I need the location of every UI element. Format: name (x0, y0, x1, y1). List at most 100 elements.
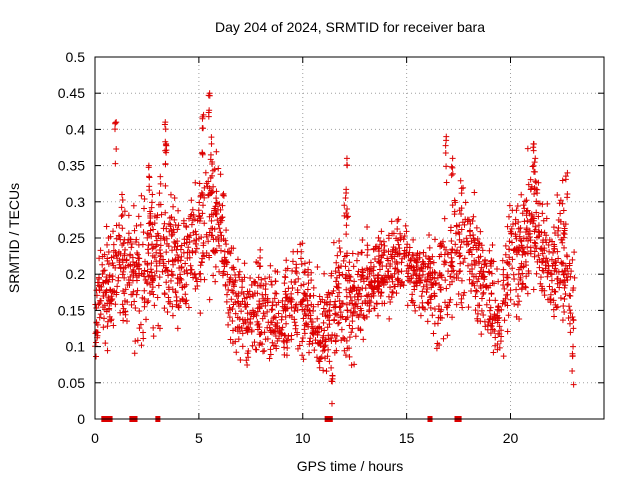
data-point (101, 315, 108, 322)
data-point (486, 315, 493, 322)
data-point (404, 241, 411, 248)
data-point (522, 284, 529, 291)
data-point (113, 222, 120, 229)
data-point (397, 283, 404, 290)
data-point (268, 319, 275, 326)
data-point (537, 274, 544, 281)
data-point (110, 253, 117, 260)
data-point (345, 267, 352, 274)
data-point (559, 317, 566, 324)
data-point (201, 276, 208, 283)
data-point (376, 266, 383, 273)
data-point (516, 298, 523, 305)
data-point (355, 251, 362, 258)
data-point (128, 268, 135, 275)
data-point (533, 270, 540, 277)
data-point (444, 332, 451, 339)
data-point (201, 220, 208, 227)
data-point (147, 266, 154, 273)
data-point (502, 242, 509, 249)
data-point (335, 280, 342, 287)
y-tick-label: 0.1 (66, 339, 86, 355)
data-point (525, 181, 532, 188)
data-point (520, 244, 526, 251)
data-point (92, 339, 99, 346)
data-point (321, 270, 328, 277)
data-point (355, 268, 362, 275)
data-point (410, 236, 417, 243)
data-point (212, 263, 219, 270)
data-point (257, 246, 264, 253)
data-point (320, 344, 327, 351)
data-point (140, 271, 147, 278)
peak-point (442, 149, 449, 156)
data-point (218, 232, 225, 239)
data-point (101, 267, 108, 274)
data-point (443, 285, 450, 292)
data-point (412, 307, 419, 314)
data-point (472, 293, 479, 300)
data-point (393, 235, 400, 242)
data-point (290, 248, 297, 255)
data-point (387, 299, 394, 306)
data-point (383, 263, 390, 270)
data-point (471, 262, 478, 269)
data-point (144, 230, 151, 237)
data-point (333, 259, 340, 266)
data-point (268, 307, 275, 314)
data-point (487, 330, 494, 337)
data-point (437, 242, 444, 249)
data-point (367, 259, 374, 266)
data-point (119, 225, 126, 232)
data-point (457, 177, 464, 184)
data-point (475, 260, 482, 267)
data-point (351, 301, 358, 308)
data-point (180, 217, 187, 224)
data-point (514, 301, 521, 308)
data-point (320, 367, 327, 374)
data-point (300, 290, 307, 297)
data-point (205, 238, 212, 245)
data-point (535, 213, 542, 220)
data-point (456, 268, 463, 275)
data-point (315, 301, 322, 308)
data-point (529, 215, 536, 222)
data-point (395, 268, 402, 275)
data-point (334, 284, 341, 291)
data-point (427, 304, 434, 311)
data-point (172, 240, 179, 247)
data-point (521, 205, 528, 212)
data-point (138, 342, 145, 349)
data-point (516, 315, 523, 322)
data-point (239, 316, 246, 323)
data-point (378, 228, 385, 235)
y-tick-label: 0.35 (58, 158, 85, 174)
data-point (157, 173, 164, 180)
x-tick-label: 5 (195, 430, 203, 446)
data-point (479, 247, 486, 254)
data-point (292, 304, 299, 311)
data-point (226, 278, 233, 285)
data-point (480, 289, 487, 296)
data-point (202, 169, 209, 176)
data-point (488, 262, 495, 269)
data-point (174, 325, 181, 332)
data-point (182, 260, 189, 267)
data-point (197, 193, 204, 200)
data-point (567, 292, 574, 299)
data-point (292, 268, 299, 275)
data-point (153, 268, 160, 275)
data-point (412, 270, 419, 277)
data-point (264, 335, 271, 342)
data-point (284, 265, 291, 272)
peak-point (443, 179, 450, 186)
data-point (230, 327, 237, 334)
data-point (316, 358, 323, 365)
data-point (288, 304, 295, 311)
data-point (305, 272, 312, 279)
data-point (239, 343, 246, 350)
data-point (554, 280, 561, 287)
data-point (151, 302, 158, 309)
data-point (317, 341, 324, 348)
data-point (308, 323, 315, 330)
